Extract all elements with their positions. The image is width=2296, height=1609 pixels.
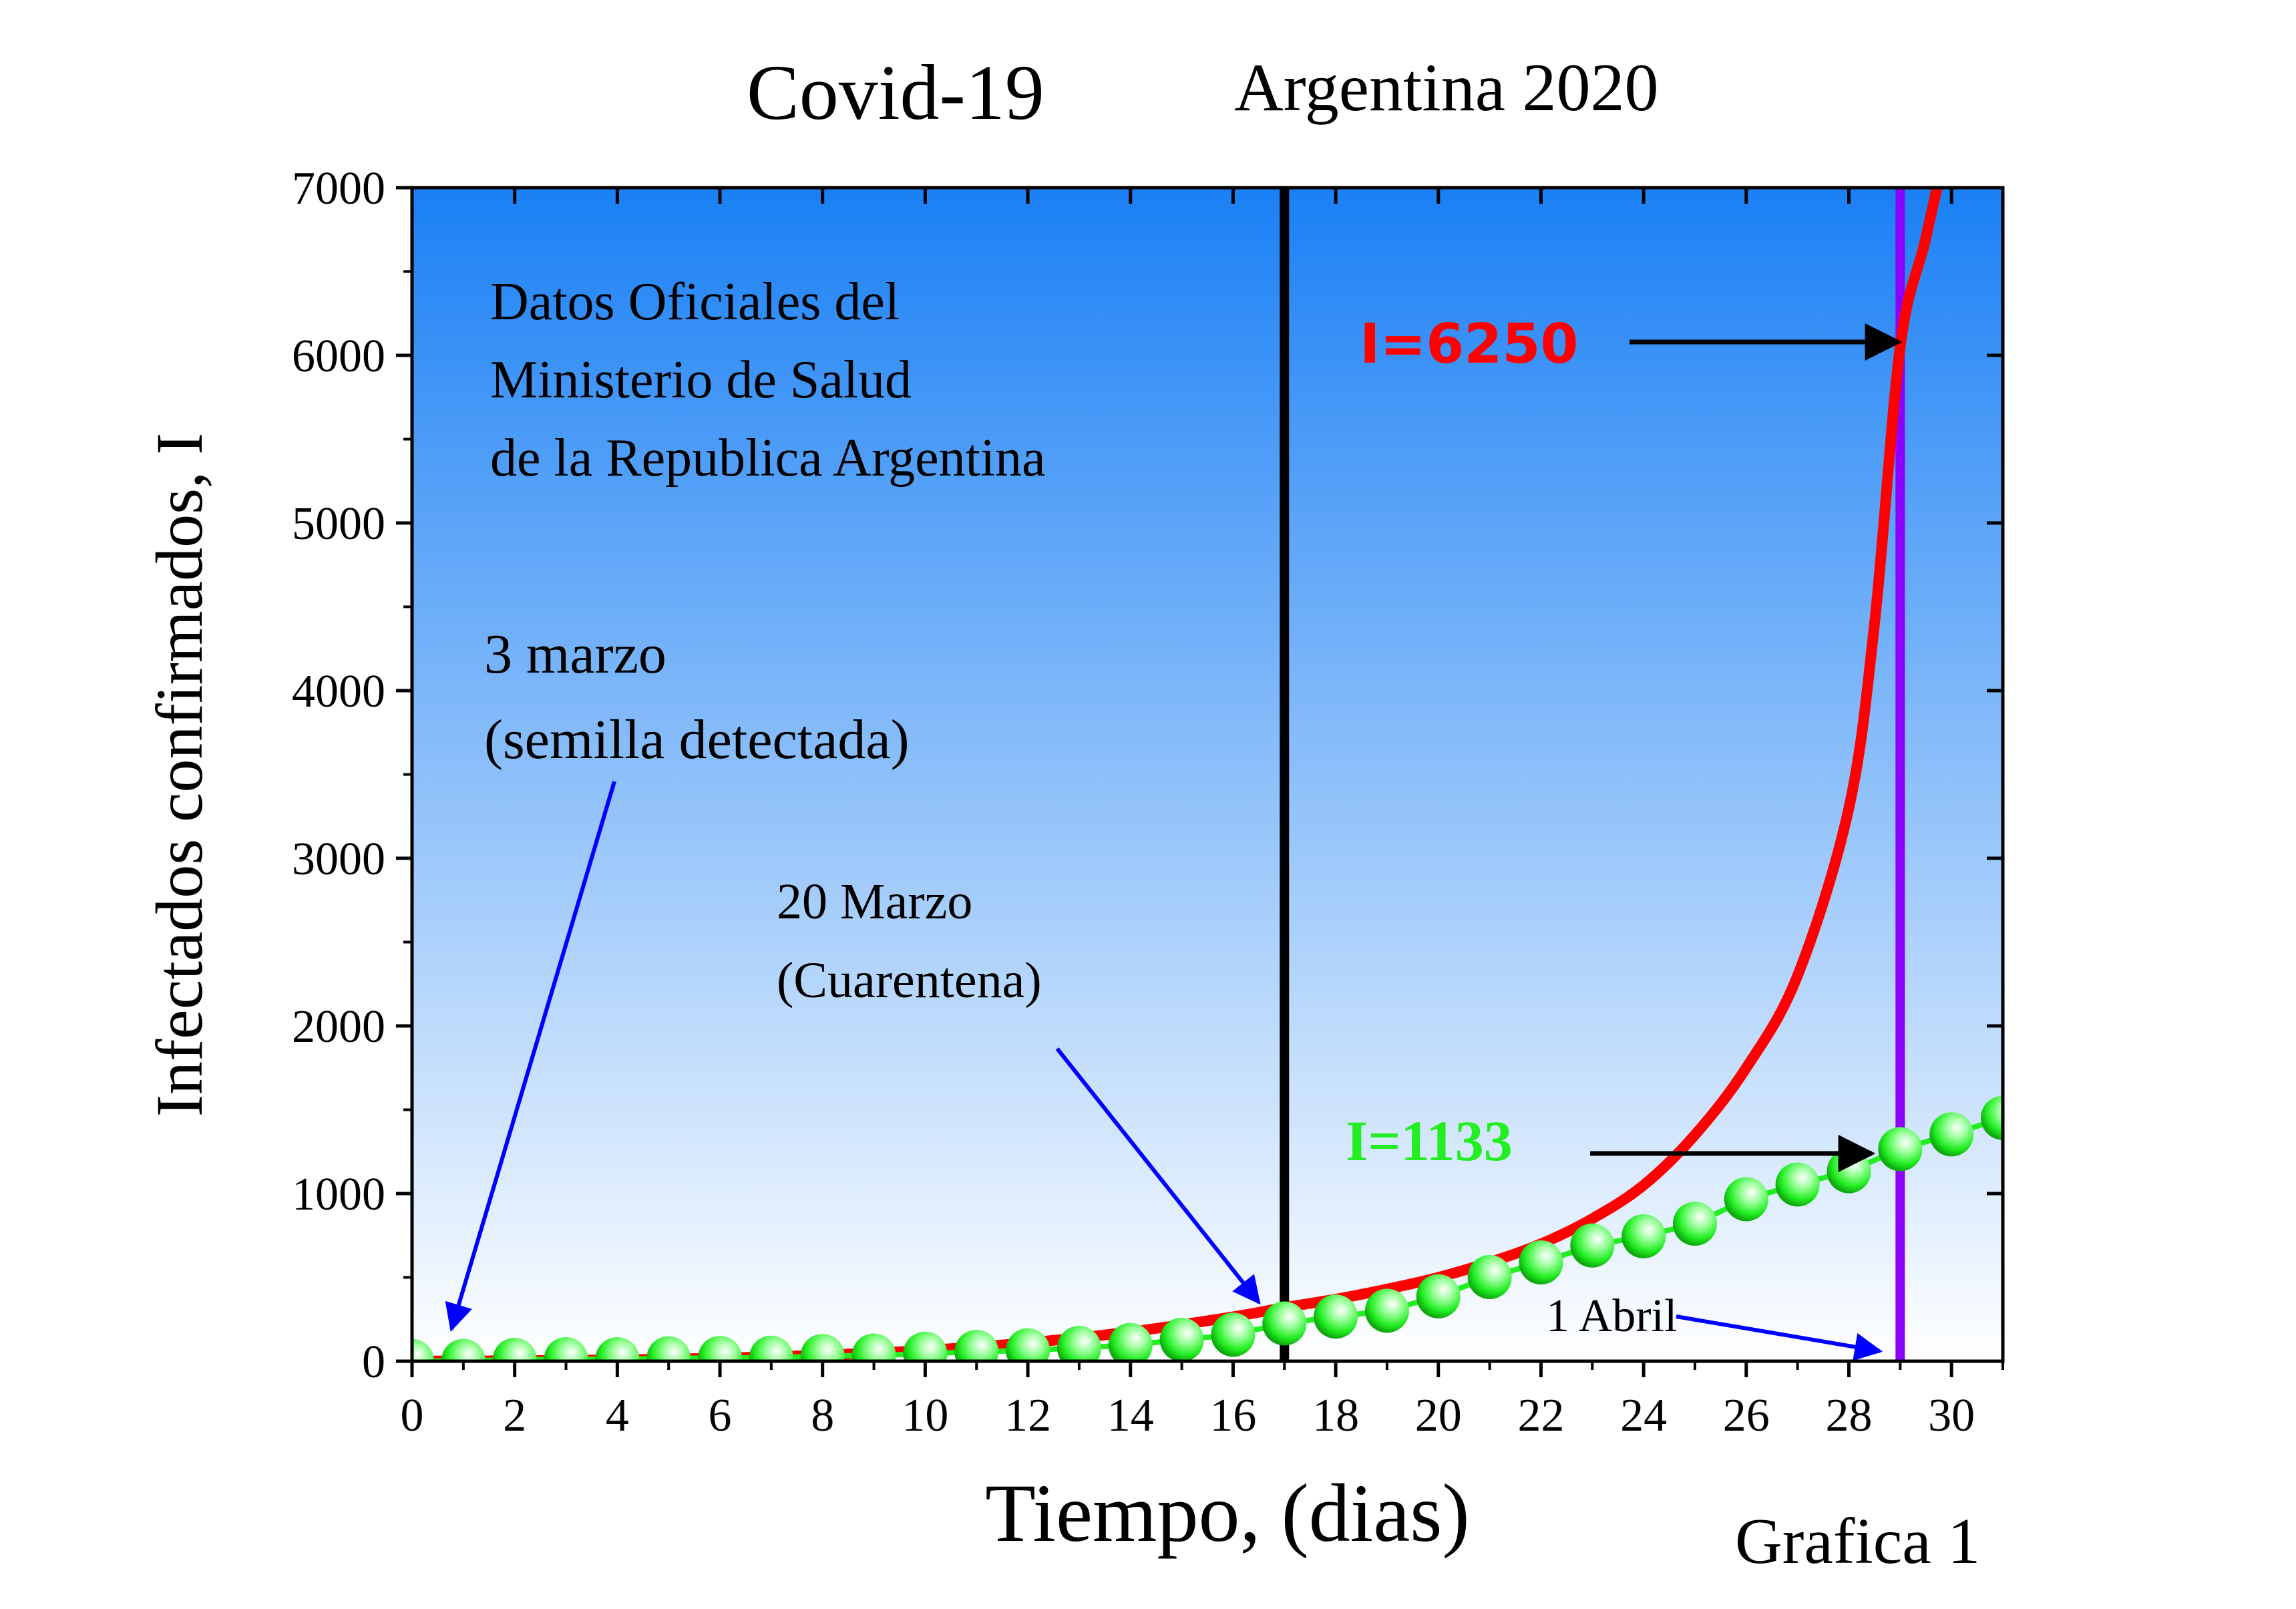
data-point: [1981, 1095, 2003, 1140]
data-point: [1314, 1294, 1358, 1339]
x-tick-label: 30: [1928, 1390, 1975, 1441]
y-tick-label: 0: [362, 1336, 385, 1388]
april-arrow: [1676, 1314, 1883, 1361]
x-tick-label: 22: [1517, 1390, 1564, 1441]
data-point: [1057, 1326, 1101, 1361]
y-tick-label: 2000: [292, 1001, 385, 1053]
source-annotation: Datos Oficiales del Ministerio de Salud …: [490, 273, 1046, 488]
quarantine-line-2: (Cuarentena): [777, 952, 1042, 1009]
data-point: [1621, 1214, 1666, 1259]
x-tick-label: 10: [902, 1390, 948, 1441]
data-point: [1467, 1254, 1512, 1299]
quarantine-arrow: [1055, 1047, 1261, 1305]
y-tick-label: 4000: [292, 666, 385, 717]
data-point: [1416, 1274, 1461, 1318]
data-point: [1519, 1240, 1563, 1285]
x-tick-label: 26: [1723, 1390, 1770, 1441]
data-point: [1159, 1317, 1204, 1361]
source-line-3: de la Republica Argentina: [490, 429, 1046, 488]
seed-line-2: (semilla detectada): [484, 709, 910, 771]
x-tick-label: 16: [1209, 1390, 1256, 1441]
data-point: [954, 1329, 999, 1361]
data-point: [646, 1336, 691, 1361]
y-tick-label: 7000: [292, 163, 385, 214]
data-point: [1211, 1312, 1256, 1357]
green-value-label: I=1133: [1346, 1109, 1513, 1173]
x-tick-label: 8: [811, 1390, 834, 1441]
y-axis-label: Infectados confirmados, I: [142, 433, 216, 1117]
x-tick-label: 20: [1415, 1390, 1462, 1441]
data-point: [1570, 1223, 1615, 1268]
data-point: [1929, 1112, 1974, 1157]
x-tick-label: 2: [503, 1390, 526, 1441]
x-tick-label: 14: [1107, 1390, 1154, 1441]
data-point: [441, 1338, 486, 1361]
data-point: [492, 1338, 537, 1361]
seed-annotation: 3 marzo (semilla detectada): [484, 623, 910, 771]
axis-ticks: [396, 186, 2004, 1377]
seed-line-1: 3 marzo: [484, 623, 666, 685]
data-point: [1827, 1149, 1871, 1194]
data-point: [412, 1338, 434, 1361]
figure-label: Grafica 1: [1735, 1505, 1980, 1578]
data-point: [1775, 1162, 1820, 1207]
data-point: [1724, 1177, 1768, 1222]
plot-background: [412, 188, 2003, 1361]
data-point: [1262, 1301, 1307, 1346]
x-tick-label: 18: [1312, 1390, 1359, 1441]
y-tick-label: 5000: [292, 498, 385, 550]
data-point: [1878, 1127, 1923, 1172]
x-tick-label: 12: [1004, 1390, 1051, 1441]
y-tick-label: 1000: [292, 1169, 385, 1220]
x-tick-label: 24: [1620, 1390, 1667, 1441]
x-tick-label: 4: [606, 1390, 629, 1441]
data-point: [544, 1336, 588, 1361]
data-point: [1672, 1202, 1717, 1246]
data-point: [1364, 1288, 1409, 1333]
data-point: [903, 1331, 948, 1361]
data-point: [1006, 1328, 1050, 1361]
y-tick-label: 6000: [292, 331, 385, 382]
seed-arrow: [445, 781, 616, 1332]
y-tick-label: 3000: [292, 834, 385, 885]
x-axis-label: Tiempo, (dias): [985, 1467, 1470, 1559]
data-point: [595, 1336, 640, 1361]
x-tick-label: 28: [1825, 1390, 1872, 1441]
axis-tick-labels: 0 2 4 6 8 10 12 14 16 18 20 22 24 26 28 300100020003000…: [292, 163, 1975, 1441]
data-point: [1108, 1322, 1153, 1361]
data-point: [800, 1334, 845, 1361]
x-tick-label: 6: [709, 1390, 732, 1441]
red-value-label: I=6250: [1360, 313, 1578, 376]
title-argentina: Argentina 2020: [1234, 50, 1659, 126]
data-point: [698, 1336, 743, 1361]
quarantine-line-1: 20 Marzo: [777, 874, 972, 930]
title-covid: Covid-19: [747, 49, 1044, 136]
april-label: 1 Abril: [1546, 1290, 1677, 1342]
source-line-2: Ministerio de Salud: [490, 351, 912, 409]
source-line-1: Datos Oficiales del: [490, 273, 900, 331]
data-point: [851, 1333, 896, 1361]
quarantine-annotation: 20 Marzo (Cuarentena): [777, 874, 1042, 1009]
data-point: [749, 1335, 793, 1361]
x-tick-label: 0: [401, 1390, 424, 1441]
